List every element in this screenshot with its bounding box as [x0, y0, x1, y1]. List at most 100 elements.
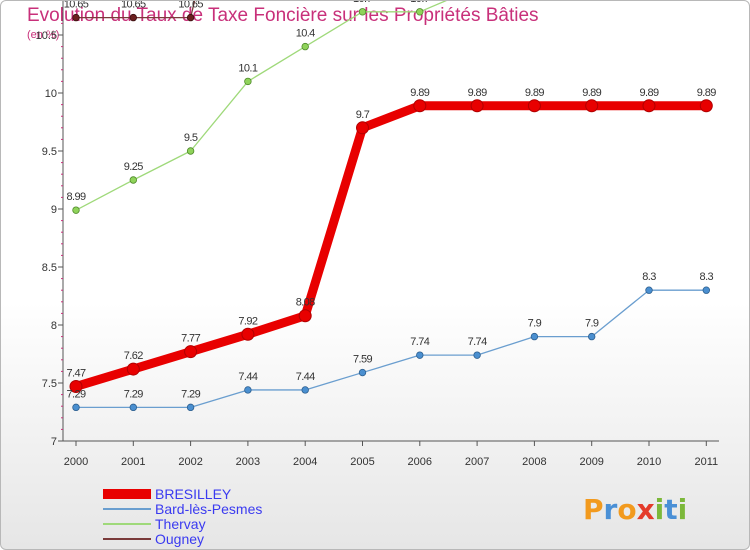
data-label: 10.65: [121, 1, 146, 11]
data-point: [416, 8, 424, 16]
data-label: 7.29: [124, 388, 143, 400]
data-label: 7.62: [124, 350, 143, 362]
series-line-thervay: [75, 1, 447, 211]
data-label: 9.5: [184, 132, 198, 144]
data-point: [702, 286, 710, 294]
data-point: [358, 8, 367, 16]
data-point: [129, 403, 137, 412]
data-point: [186, 403, 195, 412]
data-point: [69, 379, 83, 393]
logo-letter: x: [637, 493, 655, 526]
data-label: 10.1: [238, 62, 257, 74]
x-tick-label: 2010: [637, 456, 661, 468]
data-point: [126, 362, 140, 376]
x-tick-label: 2008: [522, 456, 546, 468]
x-tick-label: 2007: [465, 456, 489, 468]
x-tick-label: 2002: [178, 456, 202, 468]
data-point: [642, 99, 656, 113]
chart-title: Evolution du Taux de Taxe Foncière sur l…: [27, 5, 539, 26]
logo-letter: P: [583, 493, 604, 526]
data-label: 10.7: [410, 1, 429, 5]
data-point: [72, 403, 80, 412]
data-label: 9.89: [582, 87, 601, 99]
x-tick-label: 2003: [236, 456, 260, 468]
data-label: 9.89: [525, 87, 544, 99]
logo-letter: i: [678, 493, 688, 526]
logo-letter: i: [655, 493, 665, 526]
y-tick-label: 8: [51, 320, 57, 332]
x-tick-label: 2004: [293, 456, 317, 468]
data-label: 7.59: [353, 354, 372, 366]
data-label: 9.25: [124, 161, 143, 173]
data-label: 7.47: [66, 367, 85, 379]
y-tick-label: 10.5: [36, 30, 57, 42]
data-label: 9.89: [410, 87, 429, 99]
data-point: [72, 206, 80, 214]
data-label: 7.44: [296, 371, 315, 383]
legend-label: Bard-lès-Pesmes: [155, 501, 262, 517]
unit-label: (en %): [27, 29, 60, 41]
data-point: [301, 386, 309, 394]
data-label: 7.77: [181, 333, 200, 345]
y-tick-label: 8.5: [42, 262, 57, 274]
data-label: 7.29: [181, 388, 200, 400]
data-label: 7.74: [410, 336, 429, 348]
series-line-bresilley: [71, 101, 711, 391]
data-point: [129, 176, 137, 184]
data-label: 7.44: [238, 371, 257, 383]
data-label: 7.92: [238, 315, 257, 327]
data-point: [527, 99, 541, 113]
data-point: [356, 121, 369, 135]
data-label: 8.3: [642, 271, 656, 283]
data-point: [184, 345, 198, 359]
proxiti-logo: Proxiti: [583, 493, 687, 526]
data-point: [358, 368, 367, 377]
data-point: [470, 99, 484, 113]
logo-letter: r: [604, 493, 618, 526]
y-tick-label: 9.5: [42, 146, 57, 158]
legend-label: Thervay: [155, 516, 206, 532]
x-tick-label: 2000: [64, 456, 88, 468]
data-label: 10.7: [353, 1, 372, 5]
data-label: 7.9: [585, 318, 599, 330]
y-tick-label: 9: [51, 204, 57, 216]
x-tick-label: 2009: [579, 456, 603, 468]
data-point: [241, 327, 255, 341]
data-label: 8.3: [700, 271, 714, 283]
data-point: [298, 309, 312, 323]
data-point: [129, 13, 137, 22]
data-point: [72, 13, 80, 22]
data-label: 7.9: [528, 318, 542, 330]
data-label: 9.89: [697, 87, 716, 99]
data-label: 9.7: [356, 109, 370, 121]
data-point: [413, 99, 427, 113]
data-label: 7.74: [468, 336, 487, 348]
logo-letter: o: [617, 493, 636, 526]
data-point: [186, 13, 195, 22]
y-tick-label: 7.5: [42, 378, 57, 390]
y-tick-label: 7: [51, 436, 57, 448]
legend-label: BRESILLEY: [155, 486, 232, 502]
data-point: [699, 99, 713, 113]
x-tick-label: 2006: [408, 456, 432, 468]
data-label: 7.29: [66, 388, 85, 400]
data-point: [473, 351, 481, 359]
data-point: [416, 351, 424, 359]
y-tick-label: 10: [45, 88, 57, 100]
data-label: 10.65: [64, 1, 89, 11]
series-line-ougney: [75, 1, 196, 19]
data-point: [301, 42, 309, 51]
series-line-bard-l-s-pesmes: [75, 289, 707, 409]
data-label: 8.99: [66, 191, 85, 203]
x-tick-label: 2011: [694, 456, 718, 468]
logo-letter: t: [664, 493, 677, 526]
data-label: 8.08: [296, 297, 315, 309]
data-point: [645, 286, 653, 294]
data-label: 10.65: [178, 1, 203, 11]
data-point: [588, 332, 596, 341]
x-tick-label: 2001: [121, 456, 145, 468]
data-point: [585, 99, 599, 113]
data-point: [244, 77, 252, 86]
